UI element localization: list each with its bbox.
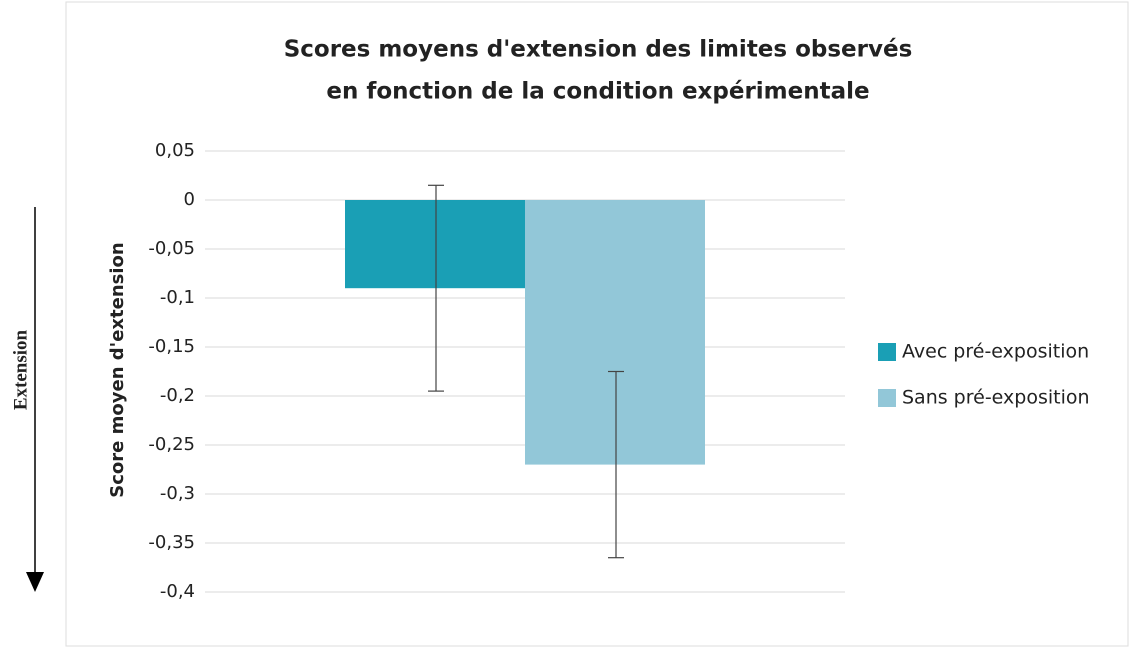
y-tick-label: -0,05	[148, 238, 195, 259]
y-tick-label: 0	[184, 189, 195, 210]
annotation: Extension	[10, 329, 31, 410]
y-axis-label: Score moyen d'extension	[107, 242, 128, 497]
y-tick-label: 0,05	[155, 140, 195, 161]
y-tick-label: -0,35	[148, 532, 195, 553]
legend-label: Sans pré-exposition	[902, 387, 1090, 409]
bar	[345, 200, 525, 289]
bar	[525, 200, 705, 465]
y-tick-label: -0,2	[160, 385, 195, 406]
chart-title: en fonction de la condition expérimental…	[326, 79, 869, 105]
y-tick-label: -0,15	[148, 336, 195, 357]
y-tick-label: -0,3	[160, 483, 195, 504]
y-tick-label: -0,4	[160, 581, 195, 602]
legend-swatch	[878, 389, 896, 407]
y-tick-label: -0,25	[148, 434, 195, 455]
legend-swatch	[878, 343, 896, 361]
chart-title: Scores moyens d'extension des limites ob…	[284, 37, 913, 63]
legend-label: Avec pré-exposition	[902, 341, 1089, 363]
y-tick-label: -0,1	[160, 287, 195, 308]
error-bar	[428, 184, 444, 392]
arrow-head	[26, 572, 44, 592]
error-bar	[608, 370, 624, 559]
